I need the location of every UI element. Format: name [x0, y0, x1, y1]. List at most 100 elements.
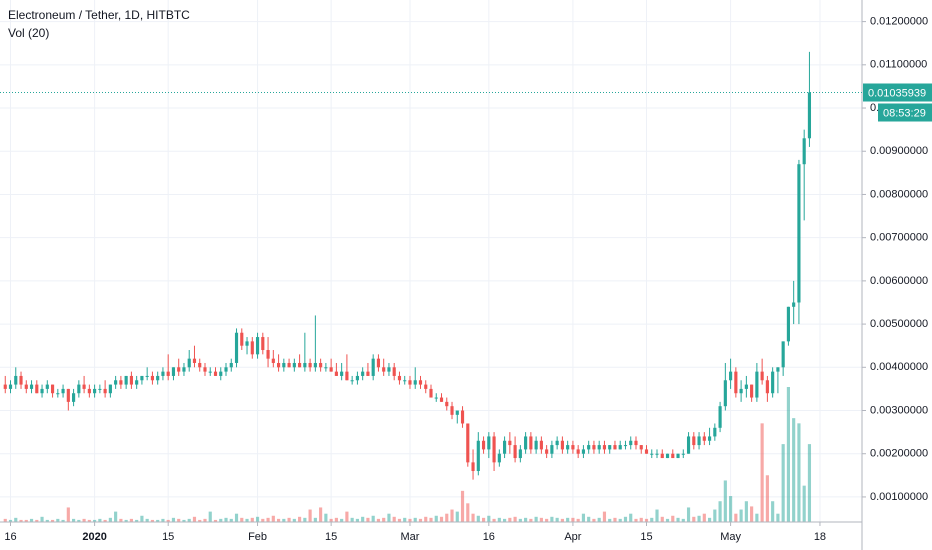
candle-body: [613, 445, 617, 450]
volume-bar: [503, 518, 507, 522]
volume-bar: [313, 517, 317, 522]
candle-body: [3, 384, 7, 389]
volume-pane: [3, 387, 812, 522]
volume-bar: [686, 507, 691, 522]
candle-body: [460, 410, 465, 424]
volume-bar: [807, 444, 812, 522]
candle-body: [150, 375, 155, 381]
volume-bar: [692, 516, 696, 522]
volume-bar: [618, 518, 622, 522]
candle-body: [681, 453, 685, 455]
candle-body: [319, 362, 323, 368]
candle-body: [755, 371, 759, 398]
volume-bar: [40, 516, 44, 522]
volume-bar: [539, 517, 543, 522]
candle-body: [455, 410, 459, 415]
x-tick-label: May: [720, 531, 741, 543]
volume-bar: [192, 516, 197, 522]
candle-body: [303, 362, 307, 368]
volume-bar: [145, 518, 149, 522]
x-tick-label: 15: [162, 531, 174, 543]
candle-body: [524, 436, 528, 450]
volume-bar: [408, 518, 412, 522]
candle-body: [213, 371, 218, 376]
candle-body: [234, 332, 239, 363]
x-tick-label: 18: [814, 531, 826, 543]
volume-bar: [156, 519, 160, 522]
candle-body: [718, 406, 722, 428]
volume-bar: [50, 519, 55, 522]
candle-body: [355, 375, 359, 381]
volume-bar: [534, 516, 538, 522]
volume-bar: [529, 518, 533, 522]
candle-body: [634, 440, 638, 446]
volume-bar: [177, 518, 181, 522]
candle-body: [655, 453, 659, 455]
candle-body: [723, 380, 727, 407]
volume-bar: [739, 509, 743, 522]
volume-bar: [750, 506, 754, 522]
candle-body: [255, 337, 260, 355]
volume-bar: [171, 517, 176, 522]
volume-bar: [450, 509, 454, 522]
candle-body: [187, 358, 191, 368]
candle-body: [93, 388, 97, 394]
volume-bar: [697, 515, 701, 522]
candle-body: [744, 384, 748, 389]
candle-body: [140, 375, 144, 381]
candle-body: [418, 380, 423, 385]
candles: [3, 51, 812, 480]
y-tick-label: 0.00700000: [870, 232, 928, 244]
volume-bar: [250, 517, 254, 522]
candle-body: [581, 449, 586, 454]
candle-body: [313, 362, 317, 368]
candle-body: [192, 358, 197, 363]
candle-body: [508, 440, 512, 446]
candle-body: [466, 423, 470, 463]
volume-bar: [303, 517, 307, 522]
volume-bar: [208, 511, 212, 522]
volume-bar: [234, 513, 239, 522]
y-tick-label: 0.00300000: [870, 404, 928, 416]
candle-body: [676, 453, 680, 459]
candle-body: [660, 453, 664, 459]
candle-body: [786, 306, 790, 342]
candle-body: [8, 384, 13, 389]
candle-body: [376, 358, 381, 368]
volume-bar: [361, 516, 365, 522]
candle-body: [424, 384, 428, 389]
candle-body: [308, 362, 312, 368]
candle-body: [108, 384, 112, 394]
volume-bar: [98, 518, 102, 522]
volume-bar: [597, 517, 601, 522]
volume-bar: [182, 519, 186, 522]
candle-body: [166, 371, 170, 376]
volume-bar: [508, 517, 512, 522]
candle-body: [229, 362, 233, 368]
candle-body: [145, 375, 149, 377]
candle-body: [802, 138, 806, 165]
candle-body: [292, 362, 296, 368]
candle-body: [608, 445, 612, 450]
candle-body: [350, 380, 354, 382]
candle-body: [45, 384, 49, 389]
volume-bar: [545, 518, 549, 522]
candle-body: [14, 375, 18, 385]
countdown-badge: [878, 103, 932, 122]
candle-body: [219, 371, 223, 376]
candle-body: [492, 436, 496, 463]
candle-body: [298, 362, 302, 368]
candle-body: [208, 371, 212, 373]
volume-bar: [729, 496, 733, 522]
volume-bar: [340, 518, 344, 522]
candle-body: [765, 380, 769, 394]
candle-body: [445, 401, 449, 407]
candle-body: [686, 436, 691, 454]
volume-bar: [187, 518, 191, 522]
volume-bar: [93, 519, 97, 522]
candle-body: [439, 397, 444, 402]
volume-bar: [276, 518, 281, 522]
volume-bar: [261, 518, 265, 522]
candle-body: [792, 302, 796, 307]
volume-bar: [555, 517, 559, 522]
